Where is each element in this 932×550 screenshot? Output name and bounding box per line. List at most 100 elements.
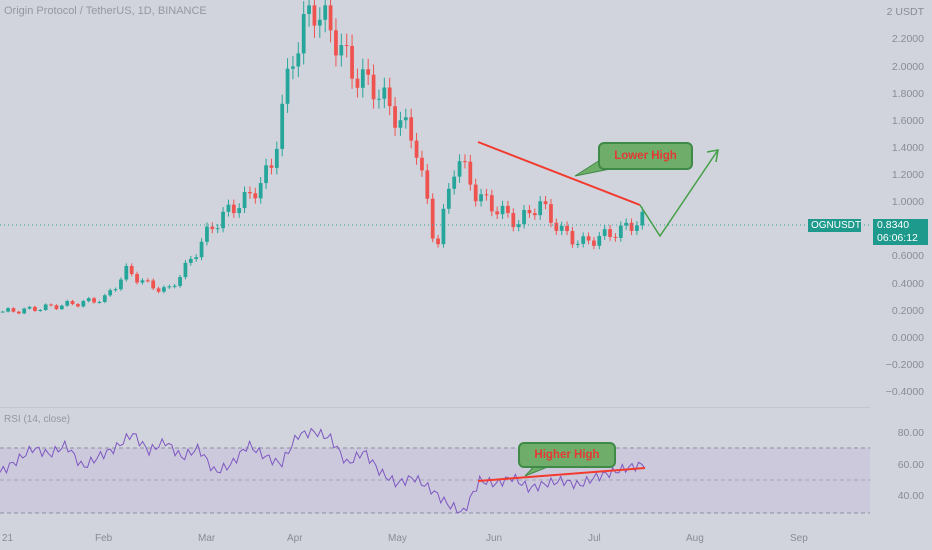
candle-body <box>323 5 328 20</box>
date-tick-mar: Mar <box>198 533 216 544</box>
candle-body <box>640 211 645 226</box>
candle-body <box>371 74 376 100</box>
candle-body <box>446 188 451 209</box>
current-price-label: 0.8340 <box>873 219 928 232</box>
candle-body <box>366 69 371 75</box>
candle-body <box>506 205 510 214</box>
candle-body <box>242 192 247 209</box>
candle-body <box>307 5 311 14</box>
date-tick-jul: Jul <box>588 533 601 544</box>
price-tick-0-0: 0.0000 <box>891 332 924 344</box>
higher-high-callout: Higher High <box>518 442 616 468</box>
candle-body <box>140 280 145 283</box>
candle-body <box>70 301 75 305</box>
candle-body <box>570 231 575 245</box>
candle-body <box>420 157 424 171</box>
price-tick-1-2: 1.2000 <box>891 169 924 181</box>
date-tick-jun: Jun <box>486 533 503 544</box>
candle-body <box>0 311 5 313</box>
candle-body <box>274 148 279 168</box>
candle-body <box>6 308 10 312</box>
date-tick-may: May <box>388 533 407 544</box>
candle-body <box>398 120 403 128</box>
rsi-tick-60: 60.00 <box>897 459 924 471</box>
candle-body <box>81 301 86 307</box>
candle-body <box>495 211 500 215</box>
price-tick-1-8: 1.8000 <box>891 88 924 100</box>
price-tick-1-6: 1.6000 <box>891 115 924 127</box>
candle-body <box>205 226 209 242</box>
candle-body <box>151 280 156 289</box>
date-tick-sep: Sep <box>790 533 808 544</box>
candle-body <box>183 262 188 278</box>
price-tick-0-4: 0.4000 <box>891 278 924 290</box>
candle-body <box>414 140 419 158</box>
candle-body <box>102 295 107 302</box>
pane-divider[interactable] <box>0 407 870 408</box>
date-tick-feb: Feb <box>95 533 113 544</box>
candle-body <box>16 311 21 314</box>
candle-body <box>511 213 516 228</box>
candle-body <box>124 266 129 280</box>
candle-body <box>194 257 199 259</box>
candle-body <box>167 286 172 288</box>
candle-body <box>178 277 182 286</box>
candle-body <box>65 301 70 306</box>
candle-body <box>328 5 333 31</box>
candle-body <box>317 19 322 26</box>
candle-body <box>441 208 446 245</box>
candle-body <box>613 236 618 238</box>
projection-arrow-head <box>706 149 719 163</box>
candle-body <box>479 194 483 202</box>
candle-body <box>624 222 629 226</box>
candle-body <box>484 194 489 196</box>
candle-body <box>554 222 559 231</box>
price-tick-1-0: 1.0000 <box>891 196 924 208</box>
candle-body <box>199 241 204 258</box>
candle-body <box>355 78 360 88</box>
candle-body <box>145 280 150 282</box>
price-tick-0-2: 0.2000 <box>891 305 924 317</box>
candle-body <box>172 285 177 287</box>
candle-body <box>33 306 37 311</box>
candle-body <box>543 201 548 205</box>
candle-body <box>119 279 123 290</box>
candle-body <box>258 183 263 199</box>
candle-body <box>237 208 242 214</box>
candle-body <box>602 229 607 236</box>
candle-body <box>403 117 408 121</box>
candle-body <box>468 161 473 185</box>
candle-body <box>527 209 532 214</box>
date-tick-2021: 21 <box>2 533 14 544</box>
candle-body <box>280 103 285 149</box>
candle-body <box>436 238 440 245</box>
candle-body <box>430 198 435 239</box>
candle-body <box>129 266 134 275</box>
candle-body <box>113 289 118 291</box>
candle-body <box>473 184 478 202</box>
candle-body <box>226 204 231 212</box>
candle-body <box>463 161 467 163</box>
price-tick-2-2: 2.2000 <box>891 33 924 45</box>
candle-body <box>377 98 381 100</box>
price-tick-neg-0-4: −0.4000 <box>885 386 924 398</box>
candle-body <box>210 226 215 230</box>
candle-body <box>162 287 166 292</box>
candle-body <box>393 106 397 128</box>
candle-body <box>301 13 306 54</box>
candle-body <box>575 243 580 245</box>
candle-body <box>312 5 317 26</box>
candle-body <box>248 192 252 194</box>
candle-body <box>532 213 537 216</box>
rsi-tick-80: 80.00 <box>897 427 924 439</box>
rsi-chart[interactable] <box>0 408 870 526</box>
higher-high-trendline <box>477 467 646 482</box>
price-chart[interactable] <box>0 0 870 407</box>
candle-body <box>597 235 602 246</box>
candle-body <box>38 310 43 312</box>
candle-body <box>291 66 295 69</box>
candle-body <box>565 225 569 232</box>
candle-body <box>350 45 354 79</box>
candle-body <box>285 68 290 104</box>
candle-body <box>387 87 392 107</box>
